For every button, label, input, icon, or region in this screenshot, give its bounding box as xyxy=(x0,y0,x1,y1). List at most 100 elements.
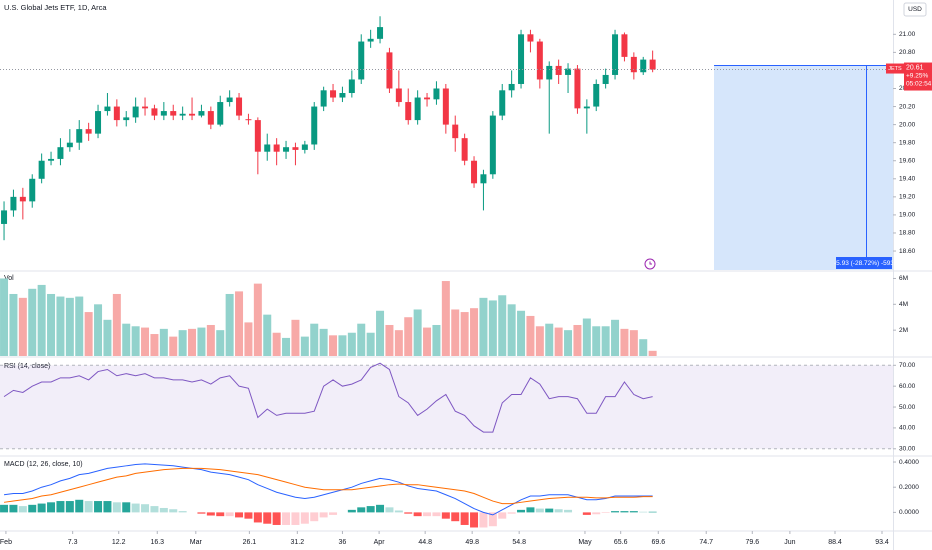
histogram-bar xyxy=(244,512,253,519)
volume-bar xyxy=(122,323,131,356)
volume-bar xyxy=(272,332,281,356)
candle-body xyxy=(602,74,609,84)
x-tick-label: Apr xyxy=(374,539,386,546)
volume-bar xyxy=(592,326,601,356)
histogram-bar xyxy=(206,512,215,516)
volume-bar xyxy=(159,328,168,356)
candle-body xyxy=(489,115,496,175)
chart-title: U.S. Global Jets ETF, 1D, Arca xyxy=(4,3,107,12)
histogram-bar xyxy=(545,508,554,513)
histogram-bar xyxy=(488,512,497,527)
x-tick-label: 44.8 xyxy=(418,539,432,546)
candle-body xyxy=(38,160,45,179)
volume-bar xyxy=(582,318,591,356)
histogram-bar xyxy=(460,512,469,525)
candle-body xyxy=(414,97,421,121)
histogram-bar xyxy=(122,502,131,513)
volume-bar xyxy=(535,326,544,356)
histogram-bar xyxy=(394,510,403,513)
candle-body xyxy=(330,90,337,98)
x-tick-label: Feb xyxy=(0,539,12,546)
candle-body xyxy=(264,144,271,152)
histogram-bar xyxy=(413,512,422,517)
volume-bar xyxy=(206,324,215,356)
candle-body xyxy=(527,34,534,42)
symbol: JETS xyxy=(888,66,902,72)
y-tick-label: 4M xyxy=(899,301,908,308)
volume-bar xyxy=(629,330,638,356)
histogram-bar xyxy=(582,512,591,515)
candle-body xyxy=(508,83,515,91)
y-tick-label: 19.80 xyxy=(899,139,916,146)
candle-body xyxy=(621,34,628,57)
volume-bar xyxy=(394,330,403,356)
volume-bar xyxy=(639,339,648,356)
volume-bar xyxy=(112,293,121,356)
countdown: 05:02:54 xyxy=(906,80,932,87)
histogram-bar xyxy=(329,512,338,515)
histogram-bar xyxy=(103,501,112,513)
volume-bar xyxy=(545,323,554,356)
histogram-bar xyxy=(535,508,544,513)
y-tick-label: 19.20 xyxy=(899,194,916,201)
rsi-line xyxy=(3,362,653,433)
volume-bar xyxy=(329,335,338,356)
histogram-bar xyxy=(357,507,366,513)
candle-body xyxy=(640,59,647,73)
histogram-bar xyxy=(366,506,375,513)
volume-bar xyxy=(178,330,187,356)
y-tick-label: 70.00 xyxy=(899,362,916,369)
y-tick-label: 0.0000 xyxy=(899,509,919,516)
volume-bar xyxy=(507,304,516,356)
histogram-bar xyxy=(347,509,356,513)
candle-body xyxy=(132,106,139,118)
volume-bar xyxy=(479,297,488,356)
histogram-bar xyxy=(94,501,103,513)
histogram-bar xyxy=(404,512,413,514)
clock-icon[interactable] xyxy=(644,258,656,270)
candle-body xyxy=(179,113,186,116)
histogram-bar xyxy=(441,512,450,519)
candle-body xyxy=(57,147,64,159)
histogram-bar xyxy=(498,512,507,519)
volume-bar xyxy=(366,332,375,356)
volume-bar xyxy=(611,319,620,356)
currency-box[interactable] xyxy=(903,2,927,17)
volume-bar xyxy=(573,324,582,356)
volume-bar xyxy=(263,314,272,356)
y-tick-label: 30.00 xyxy=(899,446,916,453)
volume-bar xyxy=(517,310,526,356)
volume-bar xyxy=(310,323,319,356)
candle-body xyxy=(593,83,600,107)
histogram-bar xyxy=(169,509,178,513)
volume-bar xyxy=(216,330,225,356)
volume-bar xyxy=(554,327,563,356)
histogram-bar xyxy=(319,512,328,518)
histogram-bar xyxy=(235,512,244,518)
volume-bar xyxy=(460,312,469,356)
y-tick-label: 18.60 xyxy=(899,248,916,255)
candle-body xyxy=(555,65,562,75)
y-tick-label: 2M xyxy=(899,327,908,334)
candle-body xyxy=(1,210,8,224)
volume-bar xyxy=(648,350,657,356)
pane-title: MACD (12, 26, close, 10) xyxy=(4,461,83,468)
volume-bar xyxy=(84,312,93,356)
volume-bar xyxy=(169,336,178,356)
volume-bar xyxy=(0,278,9,356)
histogram-bar xyxy=(451,512,460,522)
last-price: 20.61 xyxy=(906,64,924,71)
volume-bar xyxy=(188,328,197,356)
histogram-bar xyxy=(37,503,46,513)
x-tick-label: Jun xyxy=(784,539,795,546)
candle-body xyxy=(433,88,440,100)
candle-body xyxy=(273,144,280,152)
volume-bar xyxy=(37,284,46,356)
volume-bar xyxy=(404,317,413,356)
volume-bar xyxy=(225,293,234,356)
pane-title: Vol xyxy=(4,275,14,282)
volume-bar xyxy=(470,308,479,356)
candle-body xyxy=(461,138,468,161)
candle-body xyxy=(480,174,487,184)
